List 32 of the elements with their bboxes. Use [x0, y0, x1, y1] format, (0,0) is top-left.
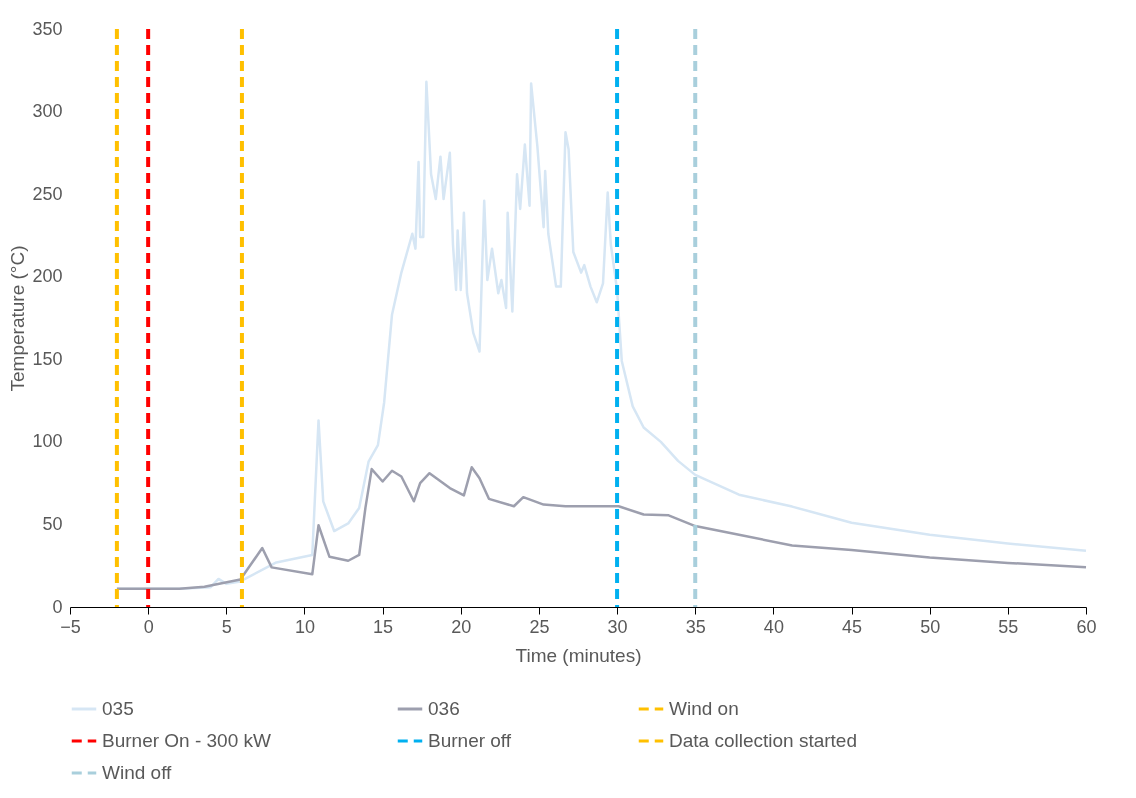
x-axis-title: Time (minutes) — [515, 644, 642, 666]
legend-label: Wind on — [669, 698, 739, 719]
y-tick-label: 0 — [52, 596, 63, 617]
y-axis-title: Temperature (°C) — [7, 245, 29, 392]
x-tick-label: −5 — [60, 616, 81, 637]
x-tick-label: 30 — [607, 616, 628, 637]
y-tick-label: 300 — [32, 101, 63, 122]
x-tick-label: 40 — [763, 616, 784, 637]
legend-label: 035 — [102, 698, 134, 719]
y-tick-label: 200 — [32, 266, 63, 287]
y-tick-label: 150 — [32, 348, 63, 369]
legend-label: Burner off — [428, 730, 512, 751]
x-tick-label: 35 — [685, 616, 706, 637]
line-series — [115, 466, 1088, 591]
legend-label: Wind off — [102, 762, 173, 783]
legend-label: 036 — [428, 698, 460, 719]
x-tick-label: 0 — [143, 616, 154, 637]
x-tick-label: 45 — [842, 616, 863, 637]
y-tick-label: 350 — [32, 18, 63, 39]
x-tick-label: 20 — [451, 616, 472, 637]
y-tick-label: 100 — [32, 431, 63, 452]
legend-label: Data collection started — [669, 730, 857, 751]
x-tick-label: 25 — [529, 616, 550, 637]
legend-label: Burner On - 300 kW — [102, 730, 272, 751]
x-tick-label: 5 — [221, 616, 232, 637]
x-tick-label: 60 — [1076, 616, 1097, 637]
x-tick-label: 15 — [373, 616, 394, 637]
y-tick-label: 50 — [42, 513, 63, 534]
y-tick-label: 250 — [32, 183, 63, 204]
x-tick-label: 55 — [998, 616, 1019, 637]
x-tick-label: 50 — [920, 616, 941, 637]
x-tick-label: 10 — [294, 616, 315, 637]
